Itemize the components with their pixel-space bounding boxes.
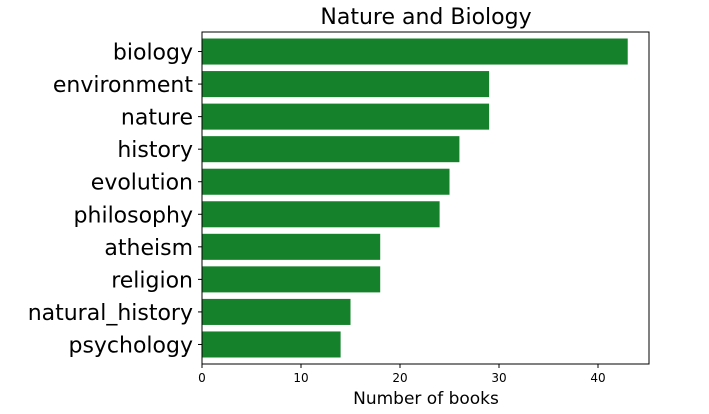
category-label: history	[117, 138, 193, 163]
x-tick-label: 40	[590, 371, 605, 385]
bar-philosophy	[202, 201, 440, 228]
bar-natural-history	[202, 298, 351, 325]
x-tick-label: 10	[293, 371, 308, 385]
bar-evolution	[202, 168, 450, 195]
category-label: biology	[113, 41, 193, 66]
category-label: psychology	[68, 333, 193, 358]
category-label: philosophy	[74, 203, 193, 228]
bar-environment	[202, 71, 490, 98]
category-label: nature	[121, 106, 193, 131]
x-tick-label: 0	[198, 371, 206, 385]
category-label: environment	[53, 73, 193, 98]
x-ticks-group: 0 10 20 30 40	[198, 364, 606, 385]
bar-history	[202, 136, 460, 163]
bar-psychology	[202, 331, 341, 358]
bars-group	[202, 38, 628, 358]
chart-title: Nature and Biology	[320, 5, 531, 30]
category-labels-group: biology environment nature history evolution…	[28, 41, 202, 358]
x-axis-label: Number of books	[353, 389, 499, 409]
bar-atheism	[202, 233, 381, 260]
x-tick-label: 30	[491, 371, 506, 385]
bar-biology	[202, 38, 628, 65]
category-label: atheism	[104, 236, 193, 261]
plot-frame	[201, 31, 650, 365]
x-tick-label: 20	[392, 371, 407, 385]
category-label: natural_history	[28, 301, 193, 326]
bar-nature	[202, 103, 490, 130]
category-label: religion	[111, 268, 193, 293]
bar-religion	[202, 266, 381, 293]
category-label: evolution	[91, 171, 193, 196]
